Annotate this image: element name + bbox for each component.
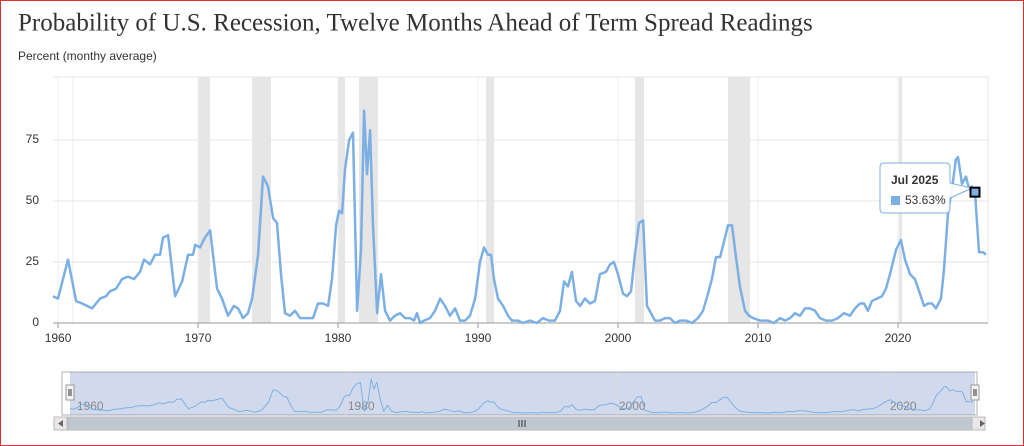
hover-marker (969, 186, 981, 198)
navigator-selection (70, 372, 975, 415)
y-tick-label: 50 (26, 193, 40, 207)
tooltip-value: 53.63% (905, 193, 946, 207)
y-axis-label: Percent (monthy average) (18, 49, 157, 63)
recession-band (485, 77, 494, 323)
tooltip-box (879, 162, 974, 214)
navigator-handle[interactable] (65, 384, 75, 401)
x-tick-label: 2020 (885, 331, 912, 345)
navigator-tick-label: 1980 (348, 399, 375, 413)
navigator-line (69, 378, 974, 414)
x-tick-label: 1990 (465, 331, 492, 345)
navigator[interactable]: 1960 1980 2000 2020 (53, 371, 986, 431)
tooltip-swatch (891, 196, 900, 205)
y-tick-label: 75 (26, 132, 40, 146)
navigator-tick-label: 2000 (619, 399, 646, 413)
recession-band (198, 77, 211, 323)
navigator-tick-label: 1960 (77, 399, 104, 413)
x-tick-label: 1980 (325, 331, 352, 345)
y-tick-label: 25 (26, 254, 40, 268)
recession-band (338, 77, 346, 323)
chart-title: Probability of U.S. Recession, Twelve Mo… (18, 10, 813, 37)
x-tick-label: 1970 (185, 331, 212, 345)
arrow-left (58, 420, 63, 427)
x-tick-label: 2000 (605, 331, 632, 345)
navigator-bg (61, 371, 978, 416)
x-tick-label: 1960 (45, 331, 72, 345)
navigator-handle[interactable] (970, 384, 980, 401)
series-line (52, 109, 987, 325)
arrow-right (980, 420, 985, 427)
y-tick-label: 0 (32, 315, 39, 329)
recession-band (634, 77, 645, 323)
tooltip-label: Jul 2025 (891, 173, 939, 187)
x-tick-label: 2010 (745, 331, 772, 345)
